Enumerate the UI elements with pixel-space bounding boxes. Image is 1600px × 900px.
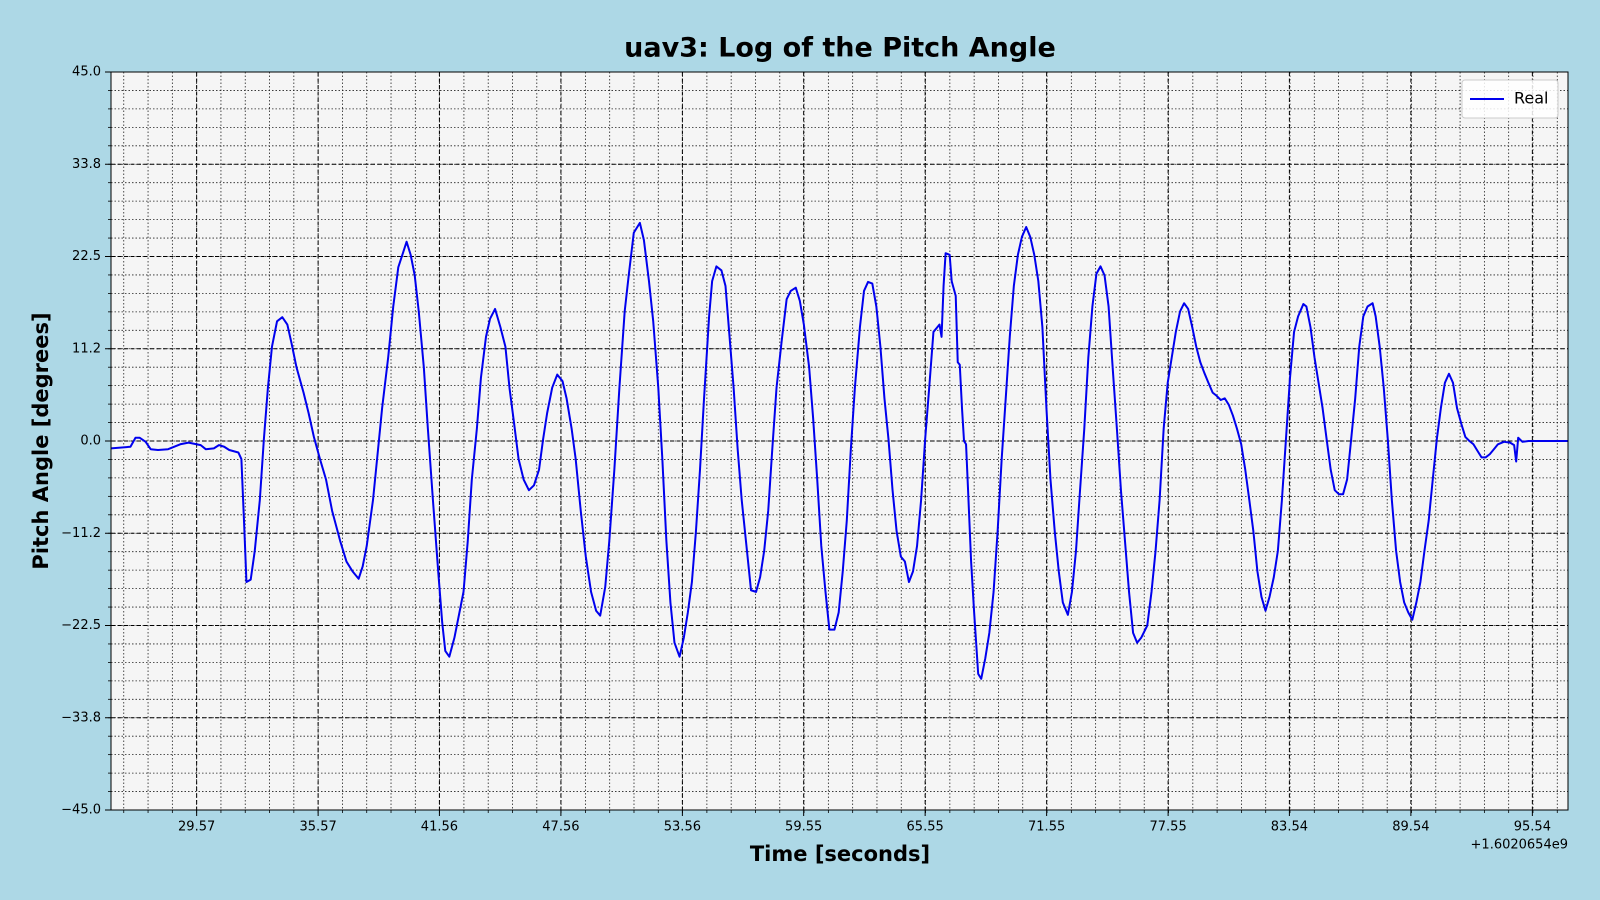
x-tick-label: 35.57: [300, 820, 337, 835]
x-tick-label: 65.55: [907, 820, 944, 835]
y-tick-label: 11.2: [72, 341, 101, 356]
chart-title: uav3: Log of the Pitch Angle: [624, 33, 1056, 64]
x-tick-label: 29.57: [178, 820, 215, 835]
x-tick-label: 59.55: [785, 820, 822, 835]
x-tick-label: 89.54: [1392, 820, 1429, 835]
x-tick-label: 77.55: [1150, 820, 1187, 835]
legend: Real: [1461, 79, 1559, 119]
y-tick-label: 45.0: [72, 65, 101, 80]
x-tick-label: 71.55: [1028, 820, 1065, 835]
legend-label: Real: [1514, 89, 1549, 108]
x-tick-label: 41.56: [421, 820, 458, 835]
y-tick-label: −45.0: [61, 803, 101, 818]
x-axis-label: Time [seconds]: [750, 842, 930, 866]
y-tick-label: −11.2: [61, 526, 101, 541]
y-tick-label: 0.0: [80, 434, 101, 449]
x-tick-label: 83.54: [1271, 820, 1308, 835]
y-tick-label: 33.8: [72, 157, 101, 172]
x-offset-text: +1.6020654e9: [1471, 838, 1568, 853]
y-tick-label: 22.5: [72, 249, 101, 264]
x-tick-label: 47.56: [542, 820, 579, 835]
x-tick-label: 95.54: [1514, 820, 1551, 835]
plot-frame: [110, 71, 1569, 811]
y-axis-label: Pitch Angle [degrees]: [29, 312, 53, 569]
x-tick-label: 53.56: [664, 820, 701, 835]
legend-box: [1461, 79, 1559, 119]
y-tick-label: −33.8: [61, 710, 101, 725]
y-tick-label: −22.5: [61, 618, 101, 633]
data-line: [111, 221, 1568, 680]
